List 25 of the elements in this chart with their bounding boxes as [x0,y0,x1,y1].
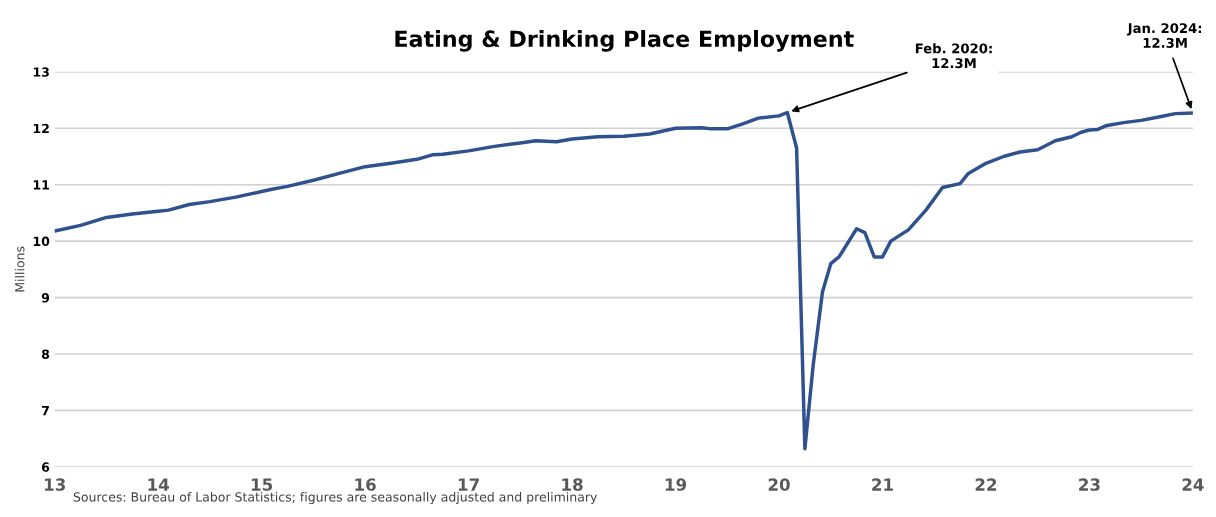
x-tick-label: 18 [562,478,583,491]
annotation: Jan. 2024: 12.3M [1126,23,1202,48]
y-tick-label: 9 [41,293,50,303]
y-tick-label: 11 [33,180,49,190]
y-axis-title: Millions [14,246,25,292]
x-tick-label: 24 [1182,478,1204,491]
x-tick-label: 20 [768,478,790,491]
y-tick-label: 10 [33,236,50,247]
x-tick-label: 17 [458,478,479,491]
y-tick-label: 8 [41,349,50,359]
annotation: Feb. 2020: 12.3M [915,43,992,69]
y-tick-label: 6 [41,462,50,472]
source-note: Sources: Bureau of Labor Statistics; figures are seasonally adjusted and preliminary [73,491,598,505]
y-tick-label: 12 [33,123,49,134]
x-tick-label: 15 [251,478,273,491]
y-tick-label: 13 [33,67,49,77]
line-series [54,110,1193,451]
chart-title: Eating & Drinking Place Employment [395,29,854,52]
x-tick-label: 16 [355,478,376,491]
y-tick-label: 7 [42,406,49,416]
x-tick-label: 21 [872,478,893,491]
x-tick-label: 22 [975,478,997,491]
x-tick-label: 14 [148,478,170,491]
x-tick-label: 23 [1079,478,1100,491]
x-tick-label: 19 [665,478,687,491]
